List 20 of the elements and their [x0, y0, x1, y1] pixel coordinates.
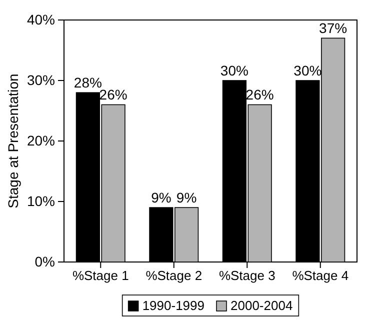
data-label: 30% — [294, 62, 322, 78]
y-tick-label: 40% — [26, 11, 55, 28]
x-tick-label: %Stage 2 — [146, 268, 202, 284]
data-label: 30% — [220, 62, 248, 78]
data-label: 9% — [151, 190, 172, 206]
data-label: 26% — [99, 86, 128, 103]
y-tick-label: 20% — [26, 132, 55, 148]
data-label: 37% — [319, 20, 348, 36]
y-tick-label: 30% — [26, 72, 55, 88]
legend-label: 1990-1999 — [142, 298, 204, 313]
x-tick-label: %Stage 4 — [292, 268, 349, 284]
y-axis-title: Stage at Presentation — [5, 74, 21, 208]
x-tick-label: %Stage 3 — [218, 268, 276, 284]
y-tick-label: 10% — [26, 192, 55, 209]
x-tick-label: %Stage 1 — [72, 268, 129, 284]
data-label: 26% — [246, 86, 274, 103]
data-label: 9% — [176, 190, 197, 206]
data-label: 28% — [74, 74, 102, 91]
y-tick-label: 0% — [34, 253, 55, 270]
legend-label: 2000-2004 — [230, 298, 293, 313]
